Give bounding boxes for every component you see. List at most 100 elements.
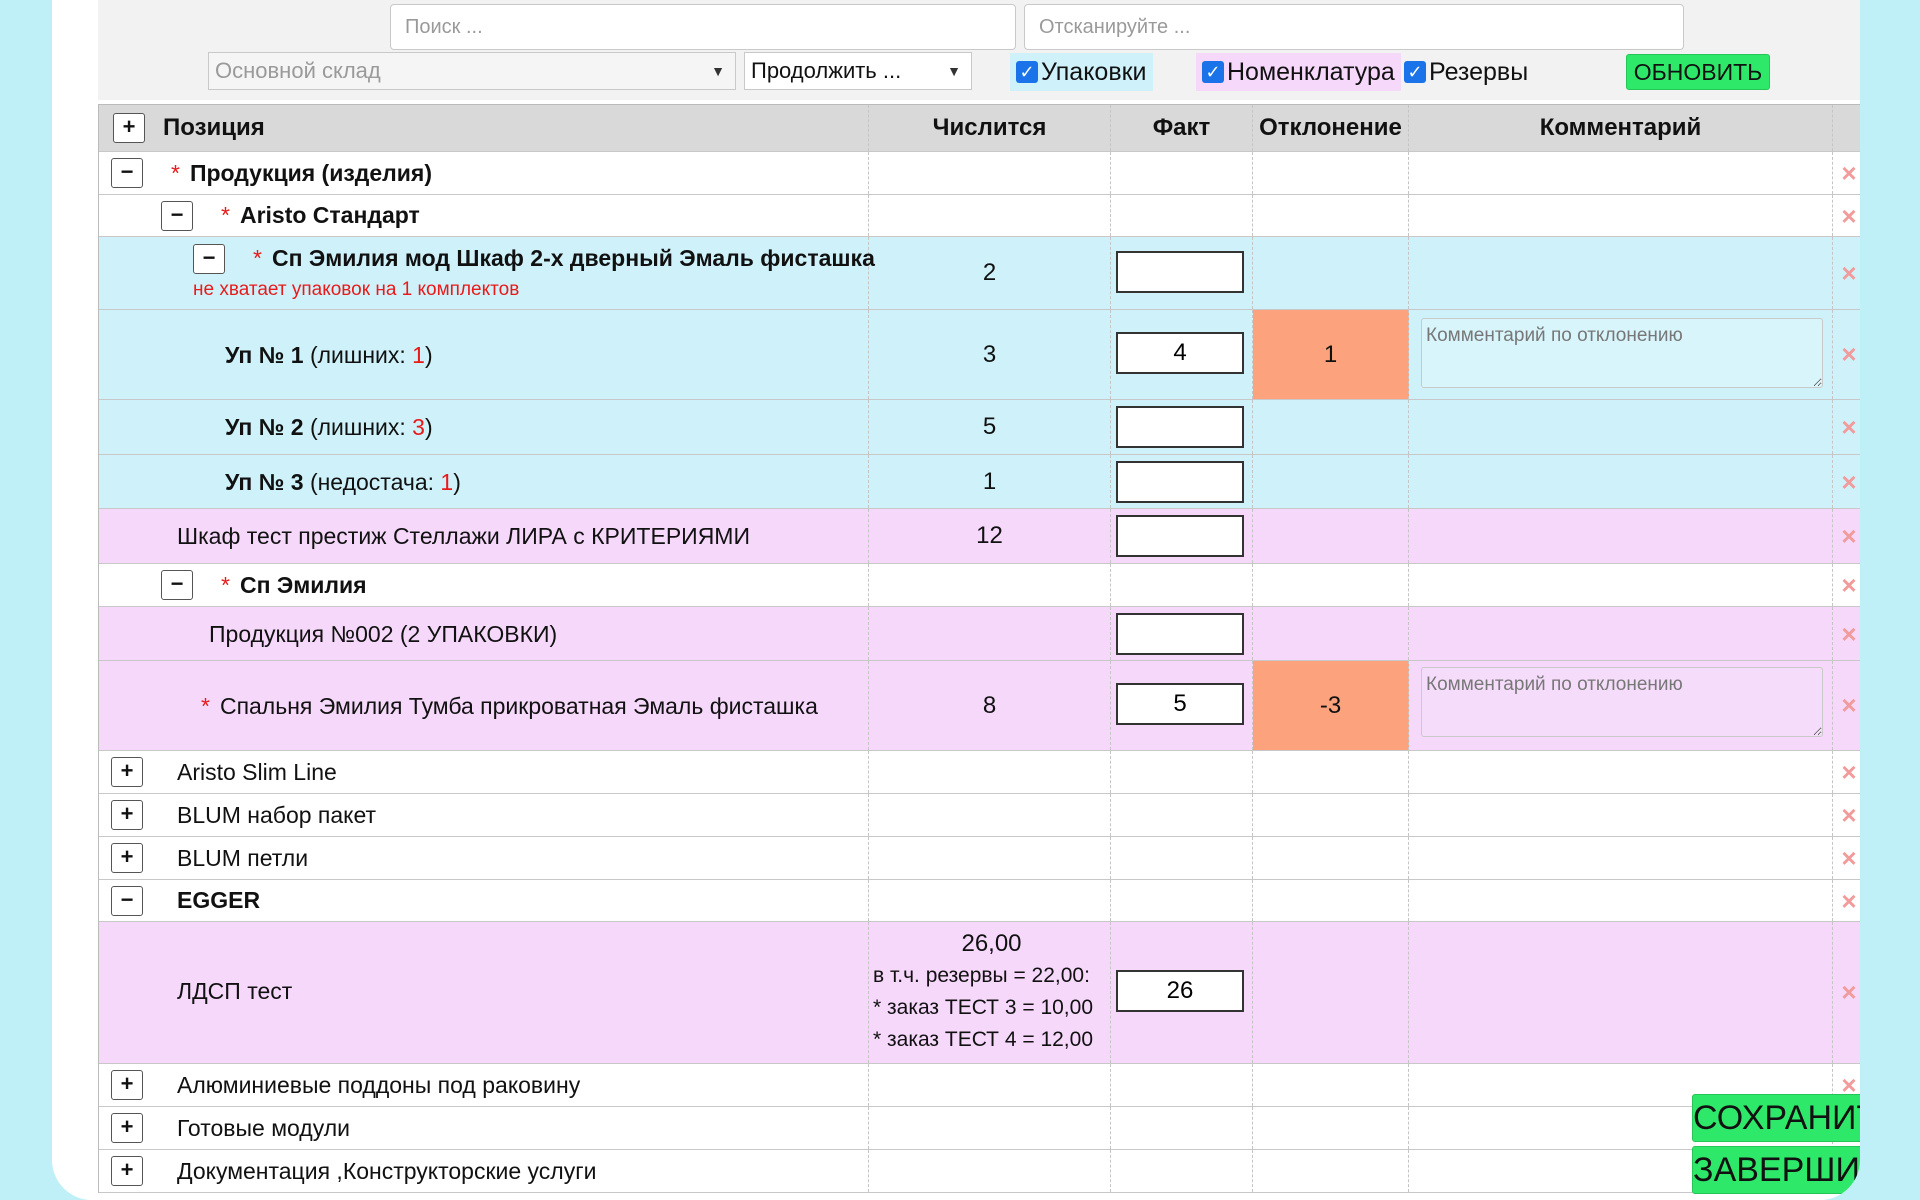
row-label-text: Уп № 3 <box>225 469 304 495</box>
package-note-end: ) <box>424 414 433 440</box>
collapse-minus-icon[interactable]: − <box>193 244 225 274</box>
scan-input[interactable] <box>1024 4 1684 50</box>
collapse-minus-icon[interactable]: − <box>111 158 143 188</box>
comment-cell <box>1409 509 1833 563</box>
delete-x-icon[interactable]: × <box>1841 200 1857 231</box>
package-note: (недостача: <box>309 469 441 495</box>
save-button[interactable]: СОХРАНИТЬ <box>1692 1094 1860 1142</box>
required-star: * <box>221 202 230 228</box>
header-fact: Факт <box>1111 105 1253 151</box>
fact-cell <box>1111 607 1253 660</box>
reserves-checkbox[interactable]: ✓ Резервы <box>1398 53 1534 91</box>
fact-input[interactable] <box>1116 332 1244 374</box>
collapse-minus-icon[interactable]: − <box>161 201 193 231</box>
row-label-text: Уп № 1 <box>225 342 304 368</box>
expand-plus-icon[interactable]: + <box>111 800 143 830</box>
table-row: + Документация ,Конструкторские услуги <box>99 1150 1860 1193</box>
package-note-end: ) <box>424 342 433 368</box>
position-cell: + BLUM набор пакет <box>99 794 869 836</box>
comment-cell <box>1409 794 1833 836</box>
nomenclature-checkbox[interactable]: ✓ Номенклатура <box>1196 53 1401 91</box>
header-position-label: Позиция <box>163 114 265 141</box>
delete-x-icon[interactable]: × <box>1841 977 1857 1007</box>
comment-cell <box>1409 455 1833 508</box>
delete-x-icon[interactable]: × <box>1841 570 1857 600</box>
delete-cell: × <box>1833 455 1860 508</box>
expand-plus-icon[interactable]: + <box>111 1156 143 1186</box>
fact-cell <box>1111 794 1253 836</box>
comment-cell <box>1409 837 1833 879</box>
collapse-minus-icon[interactable]: − <box>161 570 193 600</box>
delete-cell: × <box>1833 837 1860 879</box>
refresh-button[interactable]: ОБНОВИТЬ <box>1626 54 1770 90</box>
position-cell: Шкаф тест престиж Стеллажи ЛИРА с КРИТЕР… <box>99 509 869 563</box>
table-row: Уп № 1 (лишних: 1) 3 1 × <box>99 310 1860 400</box>
expected-cell <box>869 607 1111 660</box>
position-cell: Продукция №002 (2 УПАКОВКИ) <box>99 607 869 660</box>
delete-x-icon[interactable]: × <box>1841 800 1857 830</box>
required-star: * <box>171 160 180 186</box>
packages-checkbox-label: Упаковки <box>1041 57 1147 86</box>
delete-cell: × <box>1833 794 1860 836</box>
comment-cell <box>1409 400 1833 454</box>
delete-cell: × <box>1833 237 1860 309</box>
delete-x-icon[interactable]: × <box>1841 521 1857 551</box>
reserve-line: * заказ ТЕСТ 3 = 10,00 <box>873 996 1093 1019</box>
row-label: Уп № 2 (лишних: 3) <box>225 414 433 441</box>
delete-x-icon[interactable]: × <box>1841 467 1857 497</box>
package-note-count: 1 <box>412 342 425 368</box>
fact-cell <box>1111 837 1253 879</box>
deviation-cell: 1 <box>1253 310 1409 399</box>
delete-cell: × <box>1833 922 1860 1063</box>
delete-x-icon[interactable]: × <box>1841 619 1857 649</box>
fact-cell <box>1111 1107 1253 1149</box>
search-input[interactable] <box>390 4 1016 50</box>
row-label-text: Спальня Эмилия Тумба прикроватная Эмаль … <box>219 693 818 719</box>
fact-input[interactable] <box>1116 613 1244 655</box>
expand-plus-icon[interactable]: + <box>111 1113 143 1143</box>
row-label-text: Продукция (изделия) <box>189 160 433 186</box>
expand-all-button[interactable]: + <box>113 113 145 143</box>
delete-x-icon[interactable]: × <box>1841 757 1857 787</box>
delete-x-icon[interactable]: × <box>1841 843 1857 873</box>
collapse-minus-icon[interactable]: − <box>111 886 143 916</box>
main-panel: Основной склад ▼ Продолжить ... ▼ ✓ Упак… <box>52 0 1860 1200</box>
deviation-comment-input[interactable] <box>1421 318 1823 388</box>
delete-cell: × <box>1833 400 1860 454</box>
header-comment: Комментарий <box>1409 105 1833 151</box>
fact-input[interactable] <box>1116 461 1244 503</box>
row-label: Готовые модули <box>177 1115 350 1141</box>
delete-x-icon[interactable]: × <box>1841 412 1857 442</box>
expected-cell <box>869 794 1111 836</box>
deviation-cell <box>1253 1107 1409 1149</box>
delete-x-icon[interactable]: × <box>1841 258 1857 288</box>
row-label: Продукция №002 (2 УПАКОВКИ) <box>209 621 558 647</box>
expand-plus-icon[interactable]: + <box>111 1070 143 1100</box>
expand-plus-icon[interactable]: + <box>111 757 143 787</box>
warehouse-select[interactable]: Основной склад ▼ <box>208 52 736 90</box>
delete-x-icon[interactable]: × <box>1841 158 1857 188</box>
fact-input[interactable] <box>1116 970 1244 1012</box>
fact-input[interactable] <box>1116 406 1244 448</box>
fact-input[interactable] <box>1116 251 1244 293</box>
fact-cell <box>1111 564 1253 606</box>
continue-select[interactable]: Продолжить ... ▼ <box>744 52 972 90</box>
table-row: − EGGER × <box>99 880 1860 922</box>
delete-x-icon[interactable]: × <box>1841 690 1857 720</box>
position-cell: + Алюминиевые поддоны под раковину <box>99 1064 869 1106</box>
expected-cell: 26,00 в т.ч. резервы = 22,00: * заказ ТЕ… <box>869 922 1111 1063</box>
delete-x-icon[interactable]: × <box>1841 339 1857 369</box>
deviation-comment-input[interactable] <box>1421 667 1823 737</box>
finish-button[interactable]: ЗАВЕРШИТЬ <box>1692 1146 1860 1194</box>
packages-checkbox[interactable]: ✓ Упаковки <box>1010 53 1153 91</box>
fact-input[interactable] <box>1116 683 1244 725</box>
row-label: * Спальня Эмилия Тумба прикроватная Эмаль… <box>201 693 818 720</box>
row-label: BLUM петли <box>177 845 309 871</box>
expected-cell <box>869 880 1111 921</box>
delete-cell: × <box>1833 661 1860 750</box>
delete-x-icon[interactable]: × <box>1841 1070 1857 1100</box>
deviation-cell <box>1253 1150 1409 1192</box>
fact-input[interactable] <box>1116 515 1244 557</box>
delete-x-icon[interactable]: × <box>1841 886 1857 916</box>
expand-plus-icon[interactable]: + <box>111 843 143 873</box>
